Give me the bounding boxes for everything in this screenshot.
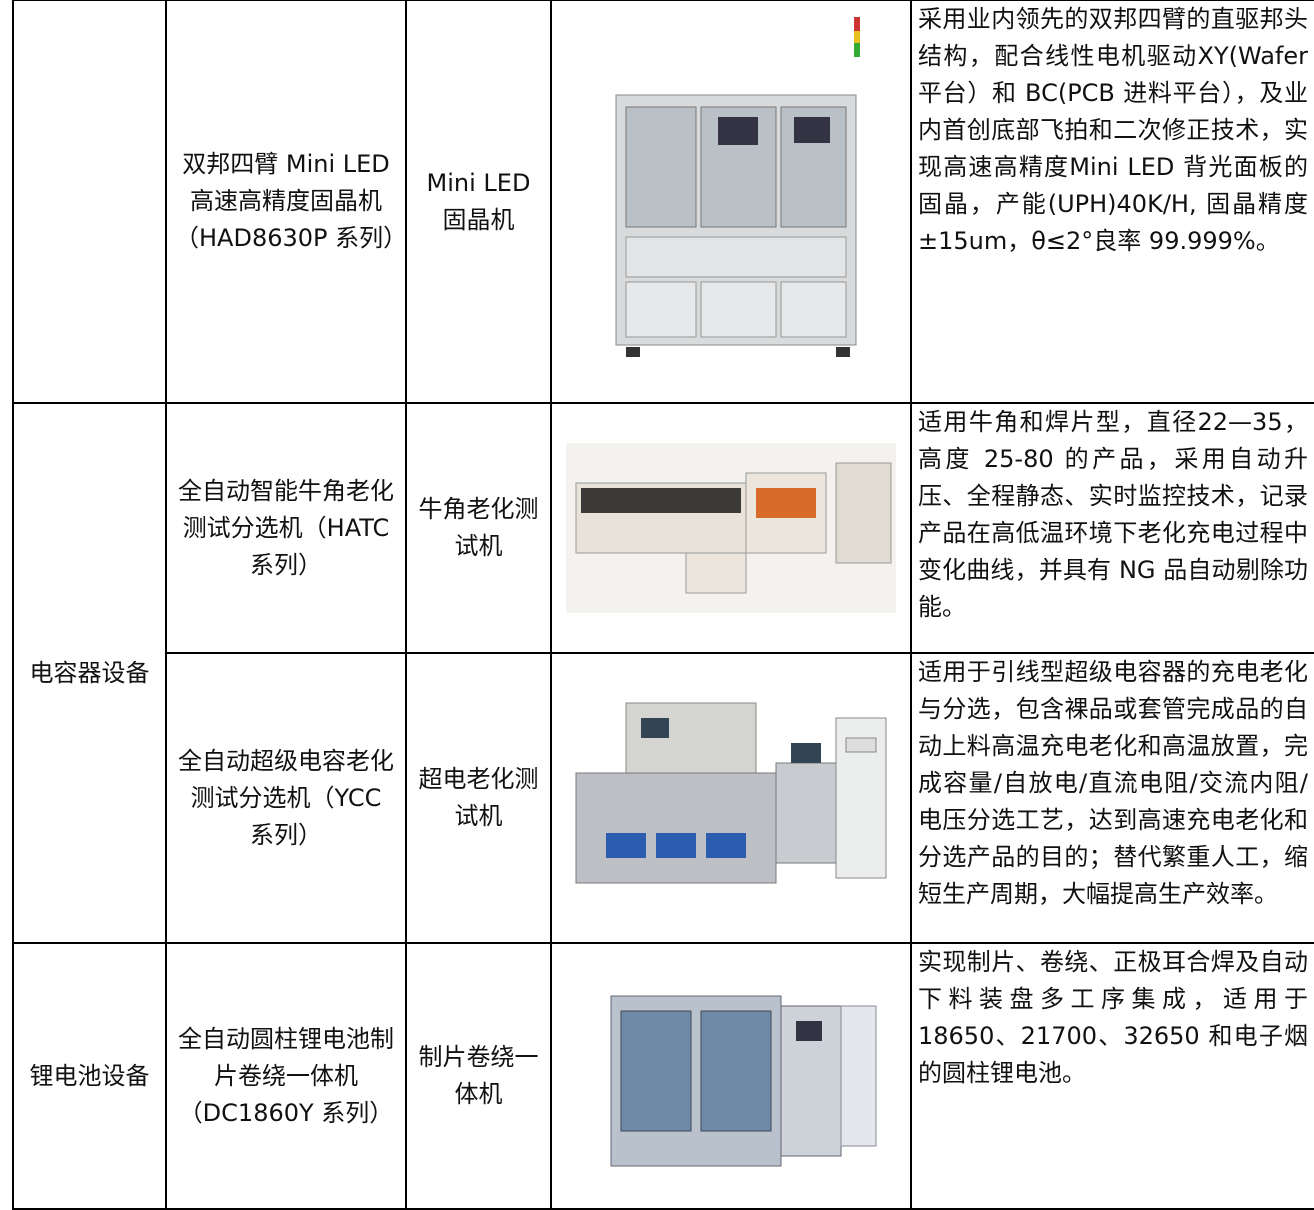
machine-image bbox=[610, 995, 877, 1167]
table-row: 锂电池设备 全自动圆柱锂电池制片卷绕一体机（DC1860Y 系列） 制片卷绕一体… bbox=[12, 942, 1314, 1210]
machine-image bbox=[566, 443, 896, 613]
product-image bbox=[550, 652, 912, 944]
product-short: 牛角老化测试机 bbox=[405, 402, 552, 654]
product-short: Mini LED 固晶机 bbox=[405, 0, 552, 404]
table-row: 双邦四臂 Mini LED 高速高精度固晶机（HAD8630P 系列） Mini… bbox=[12, 0, 1314, 404]
cell bbox=[12, 0, 167, 404]
equipment-table: 双邦四臂 Mini LED 高速高精度固晶机（HAD8630P 系列） Mini… bbox=[12, 0, 1314, 1210]
product-name: 全自动超级电容老化测试分选机（YCC 系列） bbox=[165, 652, 407, 944]
product-name: 全自动智能牛角老化测试分选机（HATC 系列） bbox=[165, 402, 407, 654]
product-description: 适用牛角和焊片型，直径22—35，高度 25-80 的产品，采用自动升压、全程静… bbox=[910, 402, 1314, 654]
machine-image bbox=[615, 16, 860, 357]
product-name: 全自动圆柱锂电池制片卷绕一体机（DC1860Y 系列） bbox=[165, 942, 407, 1210]
product-name: 双邦四臂 Mini LED 高速高精度固晶机（HAD8630P 系列） bbox=[165, 0, 407, 404]
product-image bbox=[550, 402, 912, 654]
product-short: 制片卷绕一体机 bbox=[405, 942, 552, 1210]
table-row: 全自动超级电容老化测试分选机（YCC 系列） 超电老化测试机 适用于引线型超级电… bbox=[13, 652, 1314, 944]
category: 锂电池设备 bbox=[12, 942, 167, 1210]
product-image bbox=[550, 0, 912, 404]
product-description: 适用于引线型超级电容器的充电老化与分选，包含裸品或套管完成品的自动上料高温充电老… bbox=[910, 652, 1314, 944]
machine-image bbox=[575, 702, 887, 884]
product-description: 实现制片、卷绕、正极耳合焊及自动下料装盘多工序集成，适用于 18650、2170… bbox=[910, 942, 1314, 1210]
table-row: 电容器设备 全自动智能牛角老化测试分选机（HATC 系列） 牛角老化测试机 适用… bbox=[12, 402, 1314, 944]
category: 电容器设备 bbox=[12, 402, 167, 944]
product-image bbox=[550, 942, 912, 1210]
product-description: 采用业内领先的双邦四臂的直驱邦头结构，配合线性电机驱动XY(Wafer 平台）和… bbox=[910, 0, 1314, 404]
product-short: 超电老化测试机 bbox=[405, 652, 552, 944]
